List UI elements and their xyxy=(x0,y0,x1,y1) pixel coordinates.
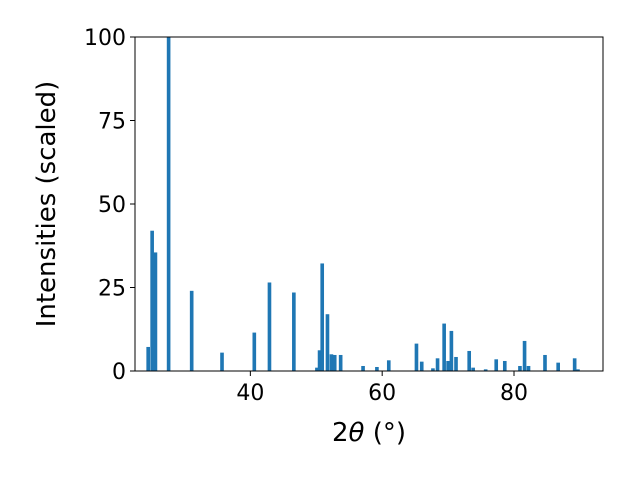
bar-18 xyxy=(386,360,391,371)
bar-20 xyxy=(419,361,424,371)
bar-38 xyxy=(576,369,580,371)
x-tick-label: 40 xyxy=(236,381,264,406)
bar-6 xyxy=(252,332,257,371)
plot-frame xyxy=(134,36,604,372)
y-axis-label: Intensities (scaled) xyxy=(32,81,62,328)
bar-12 xyxy=(325,314,330,371)
x-axis-label-symbol: θ xyxy=(349,418,365,448)
bar-9 xyxy=(315,367,319,371)
bar-3 xyxy=(166,37,171,371)
bar-11 xyxy=(320,263,325,371)
bar-34 xyxy=(526,365,531,371)
bar-23 xyxy=(442,323,446,371)
y-tick-label: 75 xyxy=(98,110,126,135)
x-axis: 40 60 80 xyxy=(236,371,528,406)
bar-30 xyxy=(494,359,499,371)
bar-26 xyxy=(454,356,458,371)
bar-1 xyxy=(150,230,154,371)
x-axis-label-unit: (°) xyxy=(364,418,406,448)
bar-5 xyxy=(220,352,224,371)
bar-22 xyxy=(435,358,440,371)
bar-21 xyxy=(431,368,435,371)
bar-31 xyxy=(502,360,507,371)
bar-16 xyxy=(361,365,365,371)
x-axis-label-prefix: 2 xyxy=(332,418,349,448)
bar-13 xyxy=(329,354,334,371)
bar-36 xyxy=(556,362,560,371)
bar-35 xyxy=(543,354,547,371)
bar-15 xyxy=(338,354,343,371)
bar-0 xyxy=(146,346,150,371)
bar-4 xyxy=(189,290,194,371)
bar-29 xyxy=(483,369,488,371)
y-tick-label: 100 xyxy=(84,26,126,51)
bar-19 xyxy=(414,343,419,371)
y-tick-label: 0 xyxy=(112,360,126,385)
y-tick-label: 25 xyxy=(98,277,126,302)
x-tick-label: 60 xyxy=(368,381,396,406)
bar-28 xyxy=(471,367,475,371)
bar-25 xyxy=(449,330,454,371)
bar-32 xyxy=(518,365,522,371)
bar-14 xyxy=(332,354,337,371)
y-tick-label: 50 xyxy=(98,193,126,218)
x-tick-label: 80 xyxy=(500,381,528,406)
bar-2 xyxy=(153,252,158,371)
bar-10 xyxy=(317,350,322,371)
bar-8 xyxy=(292,292,296,371)
bar-27 xyxy=(467,350,472,371)
bar-24 xyxy=(446,360,450,371)
bar-17 xyxy=(375,366,379,371)
y-axis: 0 25 50 75 100 xyxy=(84,26,135,385)
bar-7 xyxy=(267,282,272,371)
x-axis-label: 2θ (°) xyxy=(332,418,406,448)
bar-37 xyxy=(572,358,577,371)
bars-layer xyxy=(146,37,580,371)
bar-33 xyxy=(522,340,527,371)
